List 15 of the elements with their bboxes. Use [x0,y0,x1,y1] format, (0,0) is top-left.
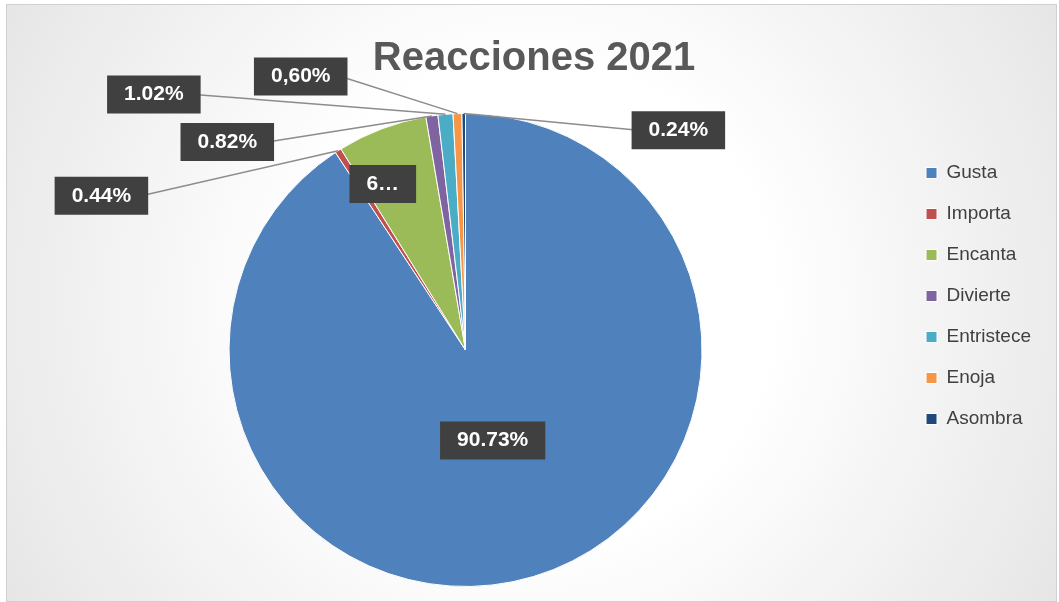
legend-label: Importa [946,202,1012,224]
data-label: 0.82% [197,128,258,152]
data-label: 1.02% [124,81,184,105]
data-label: 6… [366,170,400,194]
data-label: 0.44% [71,182,132,206]
legend-label: Enoja [946,366,996,388]
chart-title: Reacciones 2021 [372,34,696,79]
legend-label: Encanta [946,243,1017,265]
data-label: 0.24% [648,116,709,140]
legend-label: Gusta [946,161,998,183]
legend-label: Entristece [946,325,1031,347]
legend-label: Asombra [946,407,1023,429]
legend-label: Divierte [946,284,1011,306]
data-label: 0,60% [270,63,331,87]
data-label: 90.73% [457,427,529,451]
